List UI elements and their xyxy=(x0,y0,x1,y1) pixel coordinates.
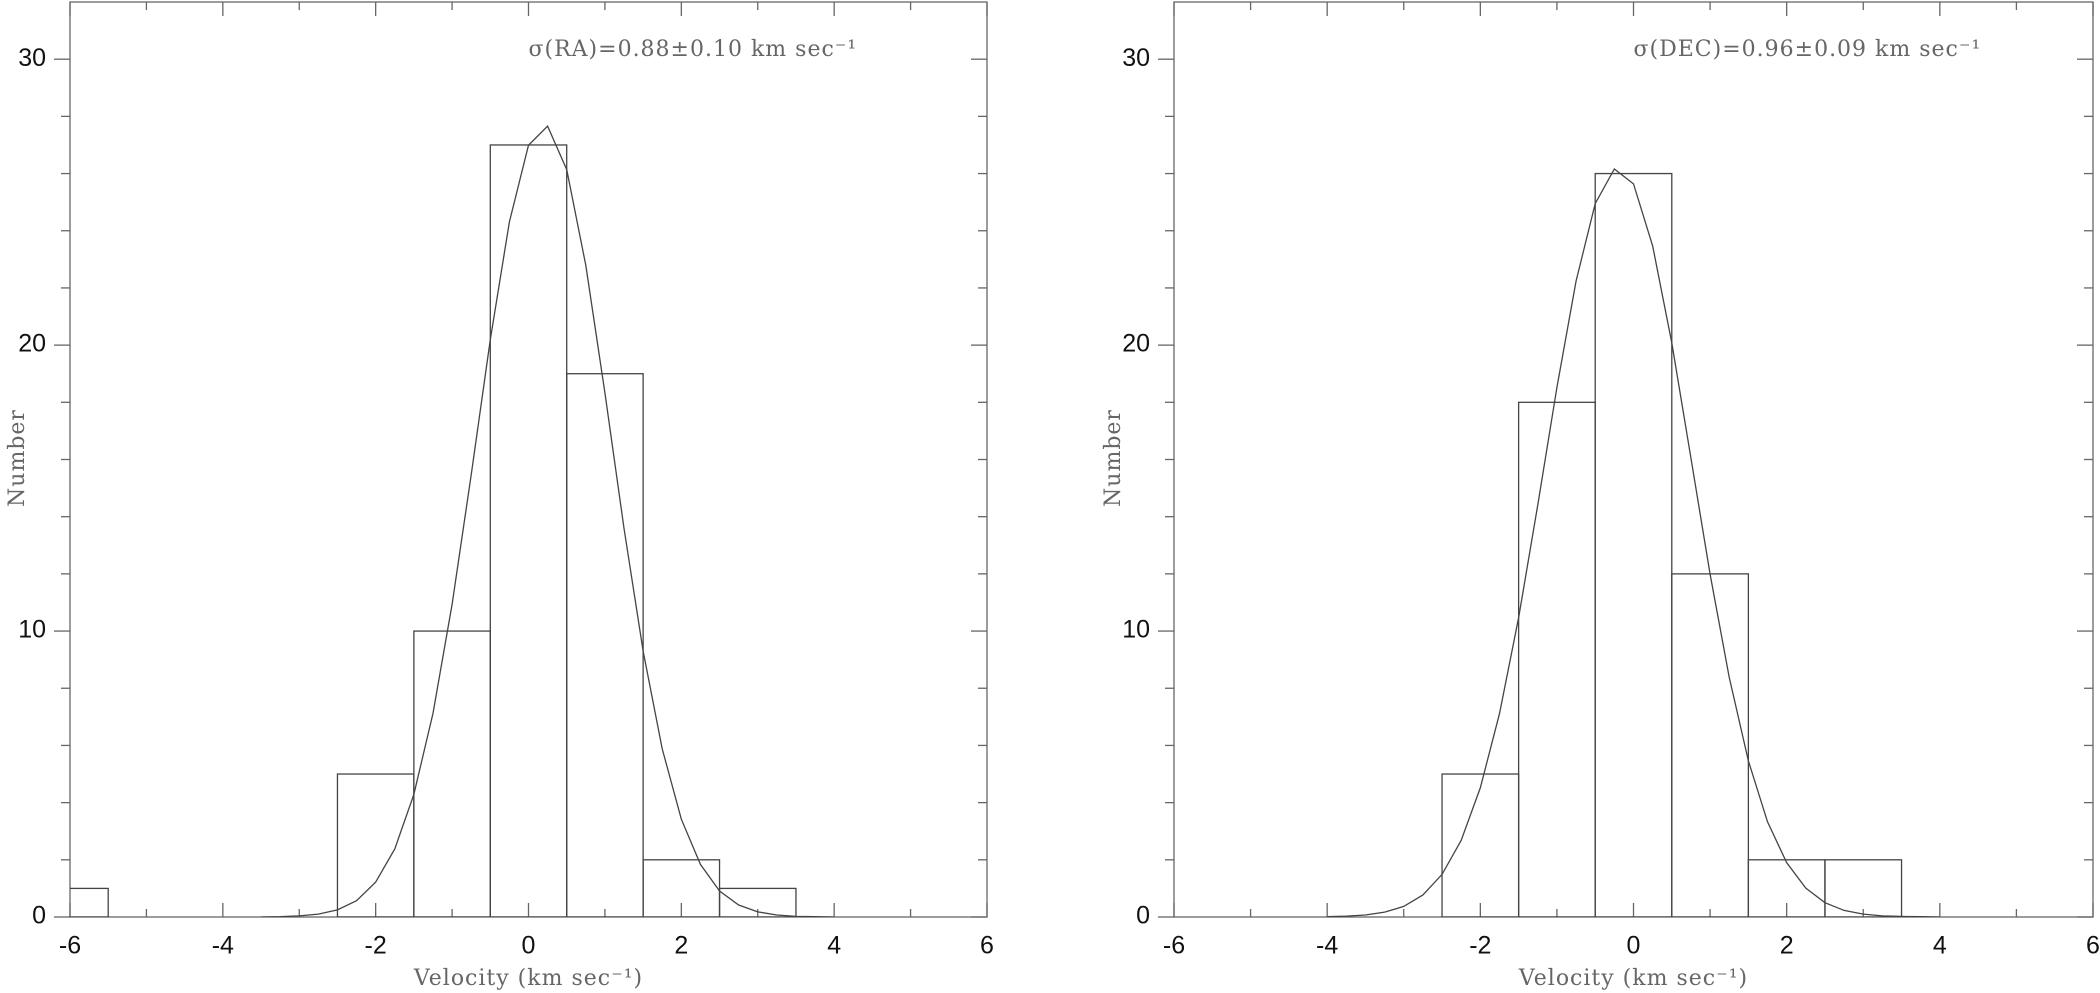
x-tick-label: 6 xyxy=(980,932,994,960)
panel: -6 -4 -2 0 2 4 6 0 10 20 30 σ(DEC)=0.96±0.09 km sec… xyxy=(1101,1,2100,991)
histogram-bin xyxy=(70,887,109,917)
histogram-bin xyxy=(336,773,415,917)
histogram xyxy=(1327,168,1940,917)
fit-curve xyxy=(261,124,835,917)
histogram-bin xyxy=(1517,401,1596,917)
y-tick-label: 10 xyxy=(1122,616,1150,644)
x-tick-label: -4 xyxy=(212,932,234,960)
x-tick-label: -6 xyxy=(1163,932,1185,960)
y-axis-label: Number xyxy=(5,409,30,507)
x-tick-label: 4 xyxy=(1933,932,1947,960)
x-tick-label: -2 xyxy=(365,932,387,960)
histogram-bin xyxy=(1671,573,1750,917)
x-axis-label: Velocity (km sec⁻¹) xyxy=(1518,966,1748,991)
y-tick-label: 30 xyxy=(1122,44,1150,72)
y-tick-label: 30 xyxy=(18,44,46,72)
x-tick-label: 4 xyxy=(827,932,841,960)
x-tick-label: -2 xyxy=(1469,932,1491,960)
histogram-bin xyxy=(413,630,491,917)
histogram-bin xyxy=(1441,773,1520,917)
y-tick-label: 20 xyxy=(1122,330,1150,358)
frame xyxy=(1173,1,2094,918)
y-tick-label: 20 xyxy=(18,330,46,358)
x-tick-label: -6 xyxy=(59,932,81,960)
frame xyxy=(69,1,988,918)
x-tick-label: 2 xyxy=(674,932,688,960)
histogram-bin xyxy=(718,887,797,917)
y-tick-label: 0 xyxy=(1136,902,1150,930)
annotation: σ(RA)=0.88±0.10 km sec⁻¹ xyxy=(529,37,858,62)
histogram xyxy=(70,124,835,917)
x-tick-label: 0 xyxy=(522,932,536,960)
fit-curve xyxy=(1327,168,1940,917)
y-axis-label: Number xyxy=(1101,409,1126,507)
histogram-bin xyxy=(1594,172,1673,917)
x-tick-label: 2 xyxy=(1780,932,1794,960)
histogram-bin xyxy=(566,373,644,917)
x-tick-label: 6 xyxy=(2086,932,2100,960)
y-tick-label: 10 xyxy=(18,616,46,644)
annotation: σ(DEC)=0.96±0.09 km sec⁻¹ xyxy=(1634,37,1982,62)
y-tick-label: 0 xyxy=(32,902,46,930)
x-tick-label: 0 xyxy=(1627,932,1641,960)
x-axis-label: Velocity (km sec⁻¹) xyxy=(413,966,643,991)
panel: -6 -4 -2 0 2 4 6 0 10 20 30 σ(RA)=0.88±0.10 km sec⁻… xyxy=(5,1,994,991)
histogram-bin xyxy=(489,144,568,917)
x-tick-label: -4 xyxy=(1316,932,1338,960)
histogram-bin xyxy=(1824,859,1903,917)
